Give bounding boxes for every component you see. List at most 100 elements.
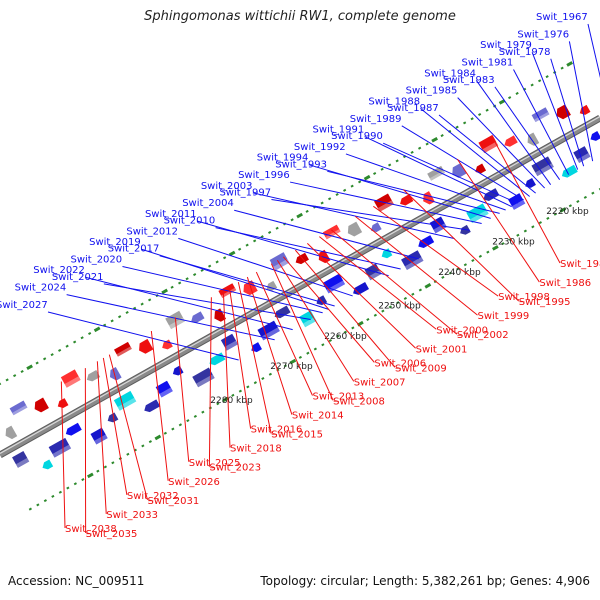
tick-mark xyxy=(290,218,294,222)
tick-mark xyxy=(388,305,392,309)
tick-mark xyxy=(81,478,85,482)
tick-mark xyxy=(170,285,174,289)
forward-gene-feature-gloss xyxy=(117,397,137,411)
forward-gene-feature xyxy=(107,412,119,423)
tick-mark xyxy=(508,96,512,100)
forward-gene-feature xyxy=(192,367,215,388)
forward-gene-feature-shape xyxy=(90,427,108,445)
gene-label: Swit_1981 xyxy=(462,58,514,69)
tick-mark xyxy=(171,427,175,431)
callout-leader xyxy=(587,23,600,79)
tick-mark xyxy=(111,461,115,465)
callout-leader xyxy=(270,263,334,401)
tick-mark xyxy=(26,364,33,371)
forward-gene-feature xyxy=(172,365,184,376)
tick-mark xyxy=(395,159,399,163)
tick-mark xyxy=(492,245,499,251)
tick-mark xyxy=(470,117,474,121)
tick-mark xyxy=(298,355,302,359)
tick-mark xyxy=(126,452,130,456)
callout-leader xyxy=(96,361,107,514)
gene-label: Swit_1967 xyxy=(536,12,588,23)
reverse-gene-feature xyxy=(113,341,132,357)
reverse-gene-feature xyxy=(9,400,28,416)
tick-mark xyxy=(358,180,362,184)
tick-mark xyxy=(410,150,414,154)
reverse-gene-feature-shape xyxy=(475,163,487,174)
gene-label: Swit_2026 xyxy=(168,477,220,488)
reverse-gene-feature-gloss xyxy=(169,317,186,330)
gene-label: Swit_2013 xyxy=(313,392,365,403)
gene-label: Swit_2032 xyxy=(127,491,179,502)
reverse-gene-feature-gloss xyxy=(273,258,290,271)
tick-mark xyxy=(425,142,429,146)
tick-mark xyxy=(50,353,54,357)
callout-leader xyxy=(276,259,355,382)
callout-leader xyxy=(382,142,518,204)
tick-mark xyxy=(96,469,100,473)
tick-mark xyxy=(448,271,452,275)
callout-leader xyxy=(178,237,353,297)
tick-mark xyxy=(463,263,467,267)
tick-mark xyxy=(141,444,145,448)
tick-mark xyxy=(380,167,384,171)
reverse-gene-feature xyxy=(370,222,382,233)
tick-mark xyxy=(58,490,62,494)
callout-leader xyxy=(550,58,585,167)
callout-leader xyxy=(47,311,239,361)
callout-leader xyxy=(331,229,458,335)
gene-label: Swit_1988 xyxy=(368,96,420,107)
tick-mark xyxy=(201,410,205,414)
reverse-gene-feature-shape xyxy=(139,338,154,354)
gene-label: Swit_1994 xyxy=(257,153,309,164)
forward-gene-feature xyxy=(90,427,108,445)
reverse-gene-feature-shape xyxy=(60,369,81,388)
forward-gene-feature xyxy=(573,146,591,163)
gene-label: Swit_2022 xyxy=(33,265,85,276)
callout-leader xyxy=(228,287,252,429)
kbp-label: 2280 kbp xyxy=(210,396,253,406)
tick-marks xyxy=(0,61,600,511)
reverse-gene-feature xyxy=(475,163,487,174)
gene-label: Swit_2008 xyxy=(333,396,385,407)
tick-mark xyxy=(223,256,227,260)
reverse-gene-feature xyxy=(504,135,518,147)
tick-mark xyxy=(576,200,580,204)
forward-gene-feature xyxy=(483,188,500,202)
gene-label: Swit_1996 xyxy=(238,170,290,181)
tick-mark xyxy=(73,482,77,486)
callout-leader xyxy=(308,164,491,219)
reverse-gene-feature-shape xyxy=(109,367,122,381)
tick-mark xyxy=(566,61,573,67)
forward-gene-feature-gloss xyxy=(159,387,173,398)
gene-label: Swit_2000 xyxy=(436,325,488,336)
tick-mark xyxy=(268,230,272,234)
reverse-gene-feature-shape xyxy=(423,191,435,205)
tick-mark xyxy=(463,121,467,125)
tick-mark xyxy=(321,343,325,347)
forward-gene-feature-shape xyxy=(113,390,137,411)
reverse-gene-feature xyxy=(478,134,499,154)
tick-mark xyxy=(591,191,595,195)
tick-mark xyxy=(261,376,265,380)
gene-label: Swit_2016 xyxy=(251,425,303,436)
gene-label: Swit_2017 xyxy=(108,244,160,255)
forward-gene-feature-gloss xyxy=(577,152,591,163)
gene-label: Swit_1993 xyxy=(275,159,327,170)
reverse-gene-feature-gloss xyxy=(534,111,550,123)
reverse-gene-feature-gloss xyxy=(325,229,341,240)
gene-label: Swit_2015 xyxy=(271,430,323,441)
tick-mark xyxy=(545,75,549,79)
forward-gene-feature-shape xyxy=(590,131,600,141)
tick-mark xyxy=(553,212,557,216)
forward-gene-feature-shape xyxy=(172,365,184,376)
gene-label: Swit_1982 xyxy=(560,259,600,270)
forward-gene-feature-gloss xyxy=(303,317,317,328)
tick-mark xyxy=(583,195,587,199)
kbp-label: 2230 kbp xyxy=(492,237,535,247)
tick-mark xyxy=(335,193,339,197)
reverse-gene-feature-shape xyxy=(269,252,290,271)
gene-label: Swit_2001 xyxy=(416,344,468,355)
tick-mark xyxy=(65,344,69,348)
callout-leader xyxy=(66,294,275,341)
